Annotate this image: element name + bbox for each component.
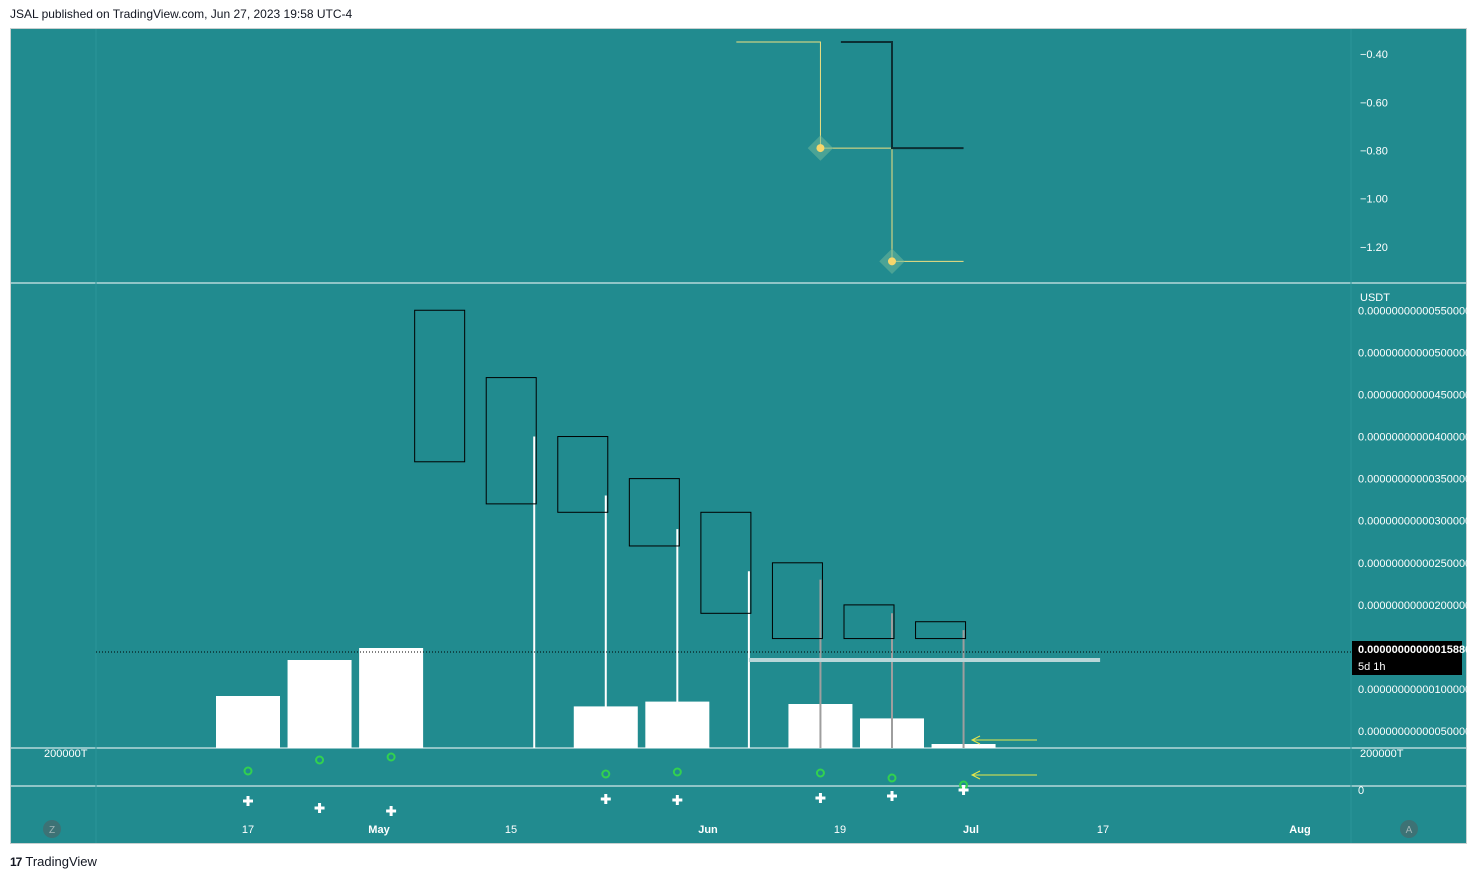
candle-body [628, 478, 680, 547]
zoom-button-label: Z [49, 825, 55, 836]
countdown-label: 5d 1h [1358, 661, 1386, 673]
indicator-white-cross [386, 806, 397, 816]
x-tick-label: May [368, 824, 390, 836]
arrow-head [970, 735, 981, 745]
indicator-white-cross [958, 785, 969, 795]
auto-button-circle [1400, 820, 1418, 838]
indicator-green-circle [315, 755, 325, 765]
price-tick-label: 0.00000000000300000 [1358, 516, 1471, 528]
price-tick-label: 0.00000000000250000 [1358, 558, 1471, 570]
indicator-white-cross [887, 791, 897, 801]
tradingview-logo-icon: 17 [10, 854, 22, 869]
oscillator-line-yellow [736, 41, 964, 262]
indicator-green-circle [386, 752, 396, 762]
oscillator-line-dark [840, 41, 964, 150]
oscillator-tick-label: −1.20 [1360, 242, 1388, 254]
price-tick-label: 0.00000000000350000 [1358, 474, 1471, 486]
candle-body [843, 604, 895, 640]
auto-button-label: A [1406, 825, 1413, 836]
indicator-scale-left: 200000T [44, 748, 88, 760]
oscillator-tick-label: −1.00 [1360, 194, 1388, 206]
last-price-label: 0.00000000000015886 [1358, 644, 1471, 656]
arrow-head [970, 770, 981, 780]
candle-body [915, 621, 967, 640]
last-price-tag [1352, 641, 1462, 675]
candle-body [771, 562, 823, 640]
price-tick-label: 0.00000000000500000 [1358, 347, 1471, 359]
oscillator-tick-label: −0.80 [1360, 145, 1388, 157]
x-tick-label: 15 [505, 824, 517, 836]
price-tick-label: 0.00000000000200000 [1358, 600, 1471, 612]
x-tick-label: Aug [1289, 824, 1310, 836]
volume-bar [287, 660, 352, 748]
indicator-green-circle [243, 766, 253, 776]
oscillator-tick-label: −0.60 [1360, 97, 1388, 109]
indicator-green-circle [672, 767, 682, 777]
indicator-zero-label: 0 [1358, 785, 1364, 797]
candle-body [700, 511, 752, 614]
indicator-white-cross [314, 803, 325, 813]
x-tick-label: Jul [963, 824, 979, 836]
x-tick-label: Jun [698, 824, 718, 836]
indicator-white-cross [243, 796, 253, 806]
tradingview-brand-text: TradingView [25, 854, 97, 869]
indicator-green-circle [815, 768, 825, 778]
indicator-white-cross [600, 794, 611, 804]
indicator-green-circle [601, 769, 611, 779]
zoom-button-circle [43, 820, 61, 838]
indicator-scale-right: 200000T [1360, 748, 1404, 760]
volume-bar [216, 696, 280, 748]
price-tick-label: 0.00000000000450000 [1358, 389, 1471, 401]
indicator-white-cross [672, 795, 683, 805]
oscillator-tick-label: −0.40 [1360, 49, 1388, 61]
indicator-white-cross [815, 793, 826, 803]
publish-info: JSAL published on TradingView.com, Jun 2… [10, 7, 353, 21]
x-tick-label: 17 [1097, 824, 1109, 836]
currency-label: USDT [1360, 292, 1390, 304]
price-tick-label: 0.00000000000400000 [1358, 432, 1471, 444]
x-tick-label: 17 [242, 824, 254, 836]
oscillator-marker-dot [816, 144, 825, 153]
indicator-green-circle [887, 773, 897, 783]
oscillator-marker-dot [888, 257, 896, 266]
candle-body [485, 377, 537, 505]
candle-body [557, 436, 609, 513]
price-tick-label: 0.00000000000050000 [1358, 726, 1471, 738]
tradingview-brand[interactable]: 17 TradingView [10, 854, 97, 869]
candle-body [414, 309, 466, 463]
price-tick-label: 0.00000000000100000 [1358, 684, 1471, 696]
volume-bar [359, 648, 424, 748]
price-tick-label: 0.00000000000550000 [1358, 305, 1471, 317]
x-tick-label: 19 [834, 824, 846, 836]
